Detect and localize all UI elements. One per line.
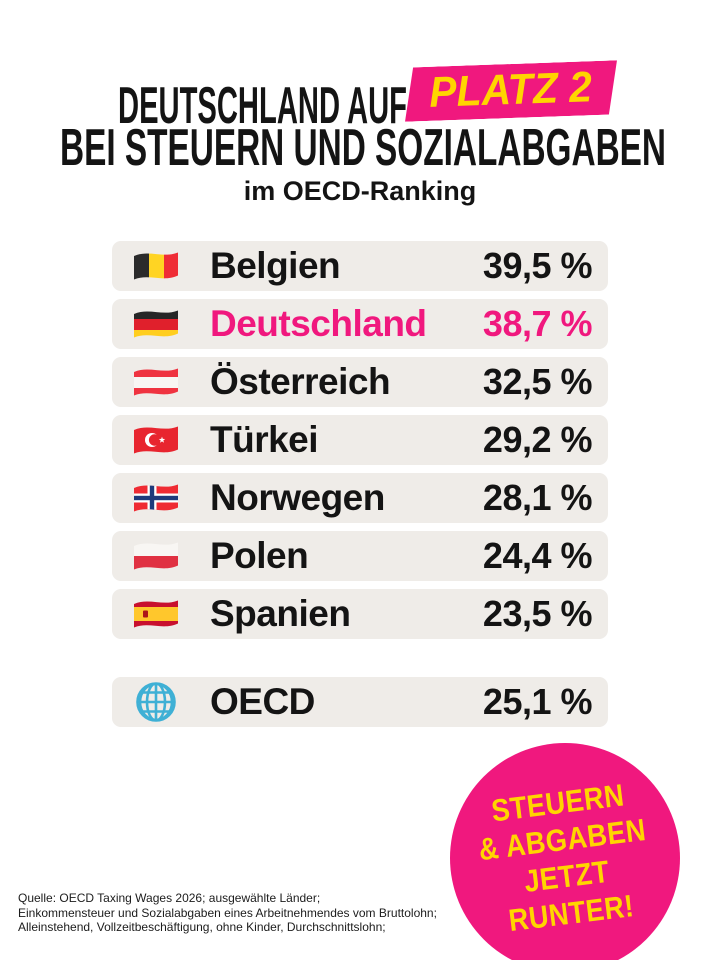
globe-icon (132, 680, 180, 724)
source-line: Quelle: OECD Taxing Wages 2026; ausgewäh… (18, 891, 321, 905)
ranking-row: Norwegen 28,1 % (112, 473, 608, 523)
source-line: Alleinstehend, Vollzeitbeschäftigung, oh… (18, 920, 386, 935)
flag-austria-icon (132, 360, 180, 404)
country-label: Spanien (210, 593, 351, 634)
campaign-badge: STEUERN & ABGABEN JETZT RUNTER! (450, 743, 680, 960)
flag-belgium-icon (132, 244, 180, 288)
campaign-badge-text: STEUERN & ABGABEN JETZT RUNTER! (461, 773, 669, 943)
value-label: 32,5 % (482, 361, 593, 402)
country-label: Norwegen (210, 477, 385, 518)
ranking-row: Türkei 29,2 % (112, 415, 608, 465)
country-label: Belgien (210, 245, 341, 286)
value-label: 28,1 % (482, 477, 593, 518)
flag-spain-icon (132, 592, 180, 636)
value-label: 23,5 % (482, 593, 593, 634)
ranking-row: Polen 24,4 % (112, 531, 608, 581)
flag-germany-icon (132, 302, 180, 346)
headline: DEUTSCHLAND AUF BEI STEUERN UND SOZIALAB… (60, 77, 666, 177)
value-label: 25,1 % (482, 681, 593, 722)
source-line: Einkommensteuer und Sozialabgaben eines … (18, 905, 437, 920)
ranking-row: Belgien 39,5 % (112, 241, 608, 291)
ranking-row: Deutschland 38,7 % (112, 299, 608, 349)
country-label: Deutschland (210, 303, 427, 344)
country-label: Türkei (210, 419, 319, 460)
ranking-row: Österreich 32,5 % (112, 357, 608, 407)
subtitle: im OECD-Ranking (243, 176, 477, 206)
flag-norway-icon (132, 476, 180, 520)
flag-poland-icon (132, 534, 180, 578)
flag-turkey-icon (132, 418, 180, 462)
platz-highlight-label: PLATZ 2 (428, 62, 594, 117)
ranking-row: OECD 25,1 % (112, 677, 608, 727)
platz-highlight-box: PLATZ 2 (403, 60, 619, 121)
country-label: Österreich (210, 361, 391, 402)
value-label: 39,5 % (482, 245, 593, 286)
headline-line2: BEI STEUERN UND SOZIALABGABEN (60, 119, 666, 177)
value-label: 38,7 % (482, 303, 593, 344)
value-label: 24,4 % (482, 535, 593, 576)
source-note: Quelle: OECD Taxing Wages 2026; ausgewäh… (18, 891, 437, 935)
value-label: 29,2 % (482, 419, 593, 460)
country-label: Polen (210, 535, 309, 576)
headline-line1: DEUTSCHLAND AUF (118, 77, 407, 135)
country-label: OECD (210, 681, 315, 722)
ranking-row: Spanien 23,5 % (112, 589, 608, 639)
ranking-list: Belgien 39,5 % Deutschland 38,7 % Österreich… (112, 241, 608, 735)
